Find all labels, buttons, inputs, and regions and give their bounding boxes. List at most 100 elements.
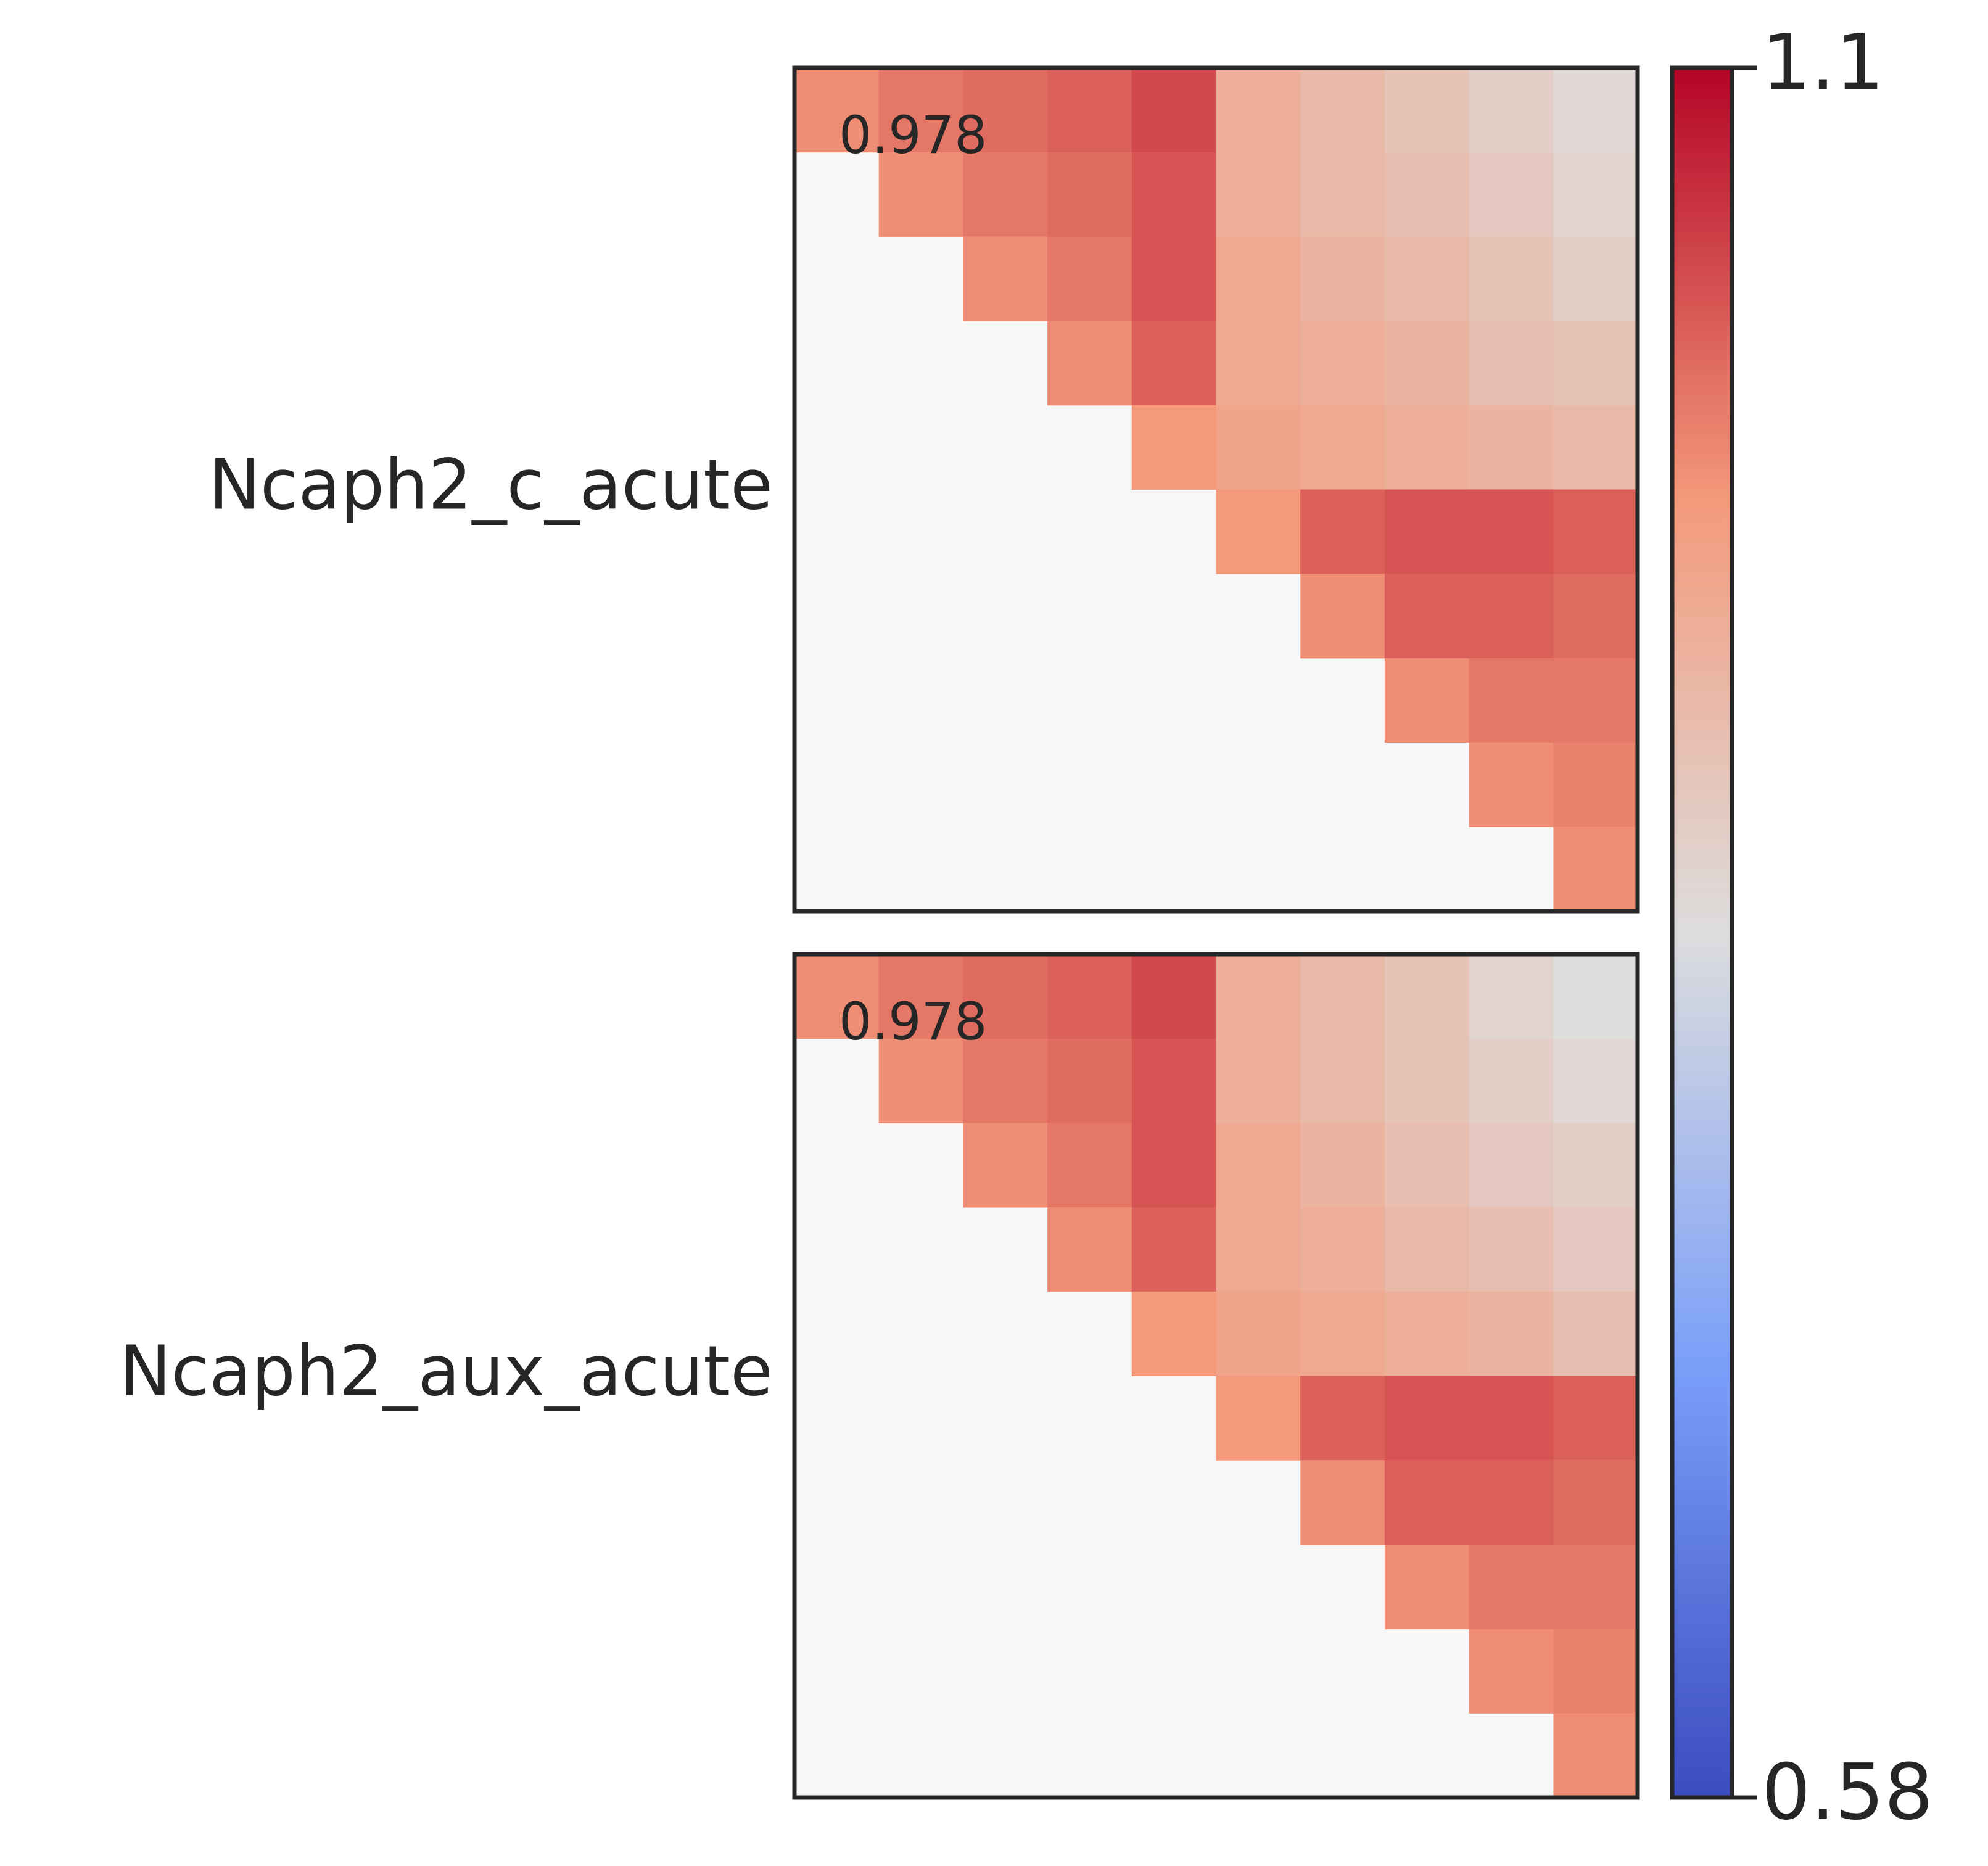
heatmap-cell	[1300, 1460, 1385, 1545]
colorbar	[1670, 65, 1734, 1800]
heatmap-cell	[1469, 1629, 1554, 1714]
heatmap-cell	[1469, 489, 1554, 574]
heatmap-cell	[1131, 321, 1216, 406]
heatmap-cell	[1469, 1291, 1554, 1376]
heatmap-cell	[1300, 1123, 1385, 1208]
heatmap-cell	[1553, 1376, 1638, 1461]
heatmap-cell	[963, 1123, 1048, 1208]
heatmap-cell	[1300, 68, 1385, 153]
heatmap-cell	[1553, 489, 1638, 574]
heatmap-cell	[1384, 1460, 1470, 1545]
heatmap-cell	[1553, 236, 1638, 321]
heatmap-cell	[1131, 954, 1216, 1039]
heatmap-cell	[963, 68, 1048, 153]
heatmap-cell	[1553, 405, 1638, 490]
heatmap-cell	[1047, 152, 1132, 237]
heatmap-cell	[1216, 954, 1301, 1039]
heatmap-cell	[1047, 68, 1132, 153]
heatmap-cell	[1469, 1460, 1554, 1545]
heatmap-cell	[1384, 574, 1470, 659]
heatmap-cell	[1216, 489, 1301, 574]
heatmap-cell	[1300, 1291, 1385, 1376]
heatmap-cell	[1131, 236, 1216, 321]
heatmap-cell	[794, 68, 880, 153]
heatmap-cell	[1384, 954, 1470, 1039]
heatmap-cell	[1469, 574, 1554, 659]
heatmap-cell	[1047, 321, 1132, 406]
heatmap-cell	[1216, 1376, 1301, 1461]
heatmap-cell	[1047, 954, 1132, 1039]
heatmap-cell	[1469, 954, 1554, 1039]
heatmap-cell	[1300, 1376, 1385, 1461]
heatmap-cell	[1300, 405, 1385, 490]
heatmap-cell	[963, 954, 1048, 1039]
heatmap-cell	[1553, 152, 1638, 237]
heatmap-cell	[1300, 236, 1385, 321]
panel-annotation: 0.978	[839, 991, 987, 1052]
row-label: Ncaph2_aux_acute	[120, 1331, 773, 1411]
heatmap-cell	[963, 152, 1048, 237]
heatmap-cell	[794, 954, 880, 1039]
heatmap-cell	[1384, 1038, 1470, 1123]
heatmap-cell	[1300, 954, 1385, 1039]
heatmap-cell	[1553, 1460, 1638, 1545]
colorbar-tick-label: 1.1	[1762, 18, 1884, 107]
heatmap-cell	[1553, 827, 1638, 912]
heatmap-cell	[1216, 1123, 1301, 1208]
heatmap-cell	[1131, 68, 1216, 153]
heatmap-cell	[1469, 1544, 1554, 1630]
heatmap-cell	[1553, 1038, 1638, 1123]
colorbar-tick-label: 0.58	[1762, 1748, 1933, 1837]
heatmap-cell	[1216, 405, 1301, 490]
heatmap-cell	[1300, 1207, 1385, 1292]
heatmap-cell	[1384, 1544, 1470, 1630]
heatmap-cell	[1384, 658, 1470, 743]
panel-frame	[792, 65, 1640, 914]
heatmap-cell	[1469, 152, 1554, 237]
heatmap-cell	[1300, 489, 1385, 574]
heatmap-cell	[1216, 321, 1301, 406]
heatmap-cell	[963, 236, 1048, 321]
heatmap-cell	[878, 1038, 963, 1123]
heatmap-cell	[1216, 236, 1301, 321]
heatmap-cell	[1216, 1038, 1301, 1123]
row-label: Ncaph2_c_acute	[208, 445, 773, 525]
heatmap-cell	[1384, 1123, 1470, 1208]
heatmap-cell	[1047, 236, 1132, 321]
heatmap-cell	[1553, 742, 1638, 827]
heatmap-cell	[1553, 321, 1638, 406]
heatmap-cell	[1131, 152, 1216, 237]
heatmap-cell	[1131, 1207, 1216, 1292]
heatmap-cell	[1131, 1123, 1216, 1208]
panel-frame	[792, 952, 1640, 1800]
heatmap-cell	[1553, 1629, 1638, 1714]
heatmap-cell	[1469, 321, 1554, 406]
heatmap-cell	[1300, 1038, 1385, 1123]
heatmap-cell	[1384, 68, 1470, 153]
heatmap-cell	[1300, 152, 1385, 237]
heatmap-cell	[1553, 658, 1638, 743]
heatmap-cell	[1553, 954, 1638, 1039]
heatmap-cell	[1216, 152, 1301, 237]
heatmap-cell	[878, 152, 963, 237]
heatmap-cell	[878, 954, 963, 1039]
heatmap-cell	[1216, 68, 1301, 153]
heatmap-cell	[1553, 1291, 1638, 1376]
heatmap-cell	[1047, 1038, 1132, 1123]
heatmap-cell	[1469, 1038, 1554, 1123]
heatmap-cell	[1131, 1038, 1216, 1123]
heatmap-cell	[1384, 1207, 1470, 1292]
heatmap-cell	[1047, 1207, 1132, 1292]
heatmap-cell	[1469, 742, 1554, 827]
heatmap-cell	[1384, 489, 1470, 574]
heatmap-cell	[1216, 1207, 1301, 1292]
heatmap-cell	[1553, 574, 1638, 659]
panel-annotation: 0.978	[839, 105, 987, 165]
heatmap-cell	[1047, 1123, 1132, 1208]
heatmap-cell	[1300, 321, 1385, 406]
heatmap-cell	[1469, 1376, 1554, 1461]
heatmap-cell	[1300, 574, 1385, 659]
heatmap-cell	[1553, 1207, 1638, 1292]
